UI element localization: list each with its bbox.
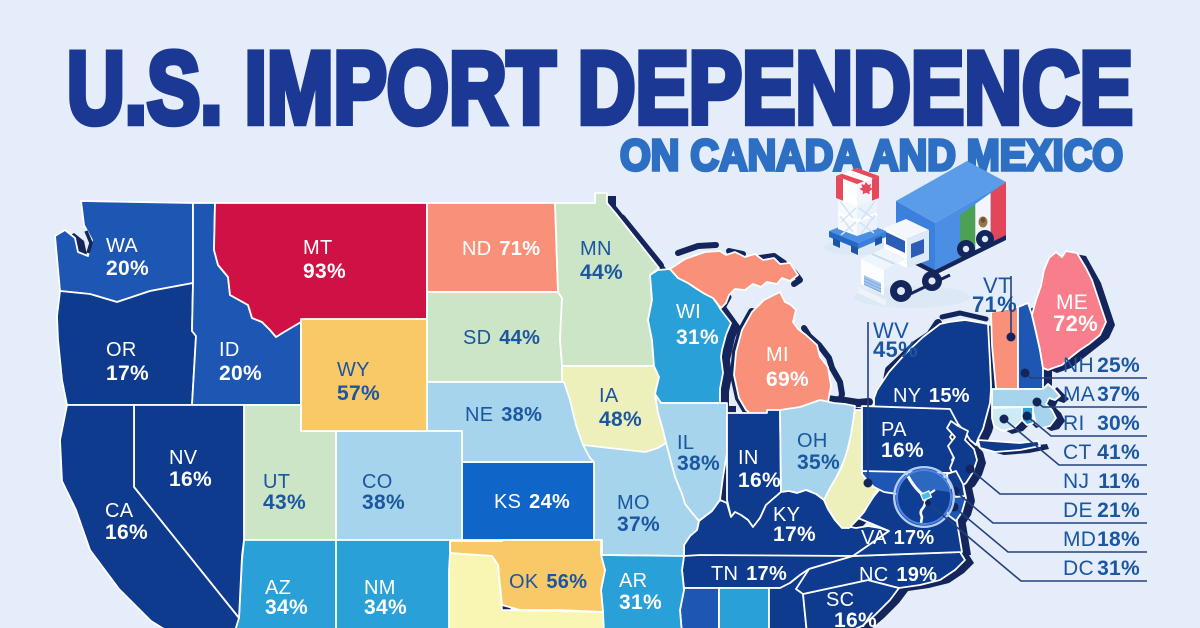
svg-text:ME: ME [1056, 291, 1088, 314]
svg-text:71%: 71% [972, 292, 1017, 317]
svg-text:SC: SC [826, 589, 854, 611]
svg-text:18%: 18% [1097, 528, 1140, 551]
svg-text:RI: RI [1063, 412, 1085, 435]
svg-text:34%: 34% [364, 596, 407, 619]
svg-text:57%: 57% [337, 382, 380, 405]
svg-text:AR: AR [619, 570, 647, 592]
svg-text:NE 38%: NE 38% [465, 404, 542, 426]
svg-text:IN: IN [738, 447, 759, 469]
svg-text:TN 17%: TN 17% [711, 563, 787, 585]
svg-text:69%: 69% [766, 368, 809, 391]
svg-text:NH: NH [1063, 354, 1094, 377]
svg-text:CO: CO [362, 471, 393, 493]
svg-text:21%: 21% [1097, 499, 1140, 522]
svg-text:SD 44%: SD 44% [463, 327, 540, 349]
svg-text:OK 56%: OK 56% [509, 571, 587, 593]
svg-text:34%: 34% [265, 596, 308, 619]
svg-text:ID: ID [219, 339, 240, 361]
svg-text:37%: 37% [1097, 383, 1140, 406]
svg-text:MA: MA [1063, 383, 1095, 406]
svg-text:NM: NM [364, 577, 396, 599]
svg-text:38%: 38% [362, 491, 405, 514]
svg-text:VT: VT [983, 273, 1012, 298]
svg-text:DE: DE [1063, 499, 1093, 522]
svg-text:MT: MT [303, 237, 332, 259]
svg-text:MN: MN [580, 238, 612, 260]
svg-text:20%: 20% [219, 362, 262, 385]
svg-text:11%: 11% [1098, 470, 1140, 493]
svg-text:DC: DC [1063, 557, 1094, 580]
svg-text:31%: 31% [619, 591, 662, 614]
svg-text:IL: IL [677, 432, 694, 454]
svg-text:37%: 37% [617, 513, 660, 536]
svg-text:31%: 31% [676, 326, 719, 349]
svg-text:NY 15%: NY 15% [893, 385, 970, 407]
svg-text:WA: WA [106, 235, 138, 257]
svg-text:41%: 41% [1097, 441, 1140, 464]
svg-text:PA: PA [881, 419, 907, 441]
svg-text:CT: CT [1063, 441, 1092, 464]
svg-text:KY: KY [773, 504, 800, 526]
svg-text:30%: 30% [1097, 412, 1140, 435]
svg-text:KS 24%: KS 24% [494, 491, 570, 513]
svg-text:17%: 17% [106, 362, 149, 385]
svg-text:25%: 25% [1097, 354, 1140, 377]
svg-text:93%: 93% [303, 260, 346, 283]
svg-text:35%: 35% [797, 451, 840, 474]
svg-text:WY: WY [337, 359, 370, 381]
svg-text:AZ: AZ [265, 577, 291, 599]
svg-text:NV: NV [169, 447, 198, 469]
svg-text:MI: MI [766, 344, 789, 366]
svg-text:WV: WV [873, 318, 909, 343]
svg-text:NC 19%: NC 19% [859, 564, 937, 586]
svg-text:OR: OR [106, 339, 137, 361]
svg-text:VA 17%: VA 17% [861, 527, 935, 549]
svg-text:31%: 31% [1097, 557, 1140, 580]
svg-text:IA: IA [599, 385, 619, 407]
svg-text:OH: OH [797, 430, 828, 452]
svg-text:U.S. IMPORT DEPENDENCE: U.S. IMPORT DEPENDENCE [67, 31, 1133, 145]
svg-text:NJ: NJ [1063, 470, 1089, 493]
svg-text:16%: 16% [169, 468, 212, 491]
svg-text:ND 71%: ND 71% [462, 238, 540, 260]
svg-text:MD: MD [1063, 528, 1096, 551]
svg-text:45%: 45% [873, 337, 918, 362]
svg-text:17%: 17% [773, 523, 816, 546]
svg-text:48%: 48% [599, 408, 642, 431]
svg-text:43%: 43% [263, 491, 306, 514]
svg-text:MO: MO [617, 492, 650, 514]
svg-text:16%: 16% [738, 469, 781, 492]
svg-text:72%: 72% [1053, 311, 1098, 336]
svg-text:ON CANADA AND MEXICO: ON CANADA AND MEXICO [620, 131, 1123, 180]
svg-text:38%: 38% [677, 452, 720, 475]
svg-text:UT: UT [263, 471, 290, 493]
svg-text:44%: 44% [580, 261, 623, 284]
svg-text:CA: CA [105, 500, 134, 522]
svg-text:16%: 16% [881, 439, 924, 462]
svg-text:16%: 16% [834, 609, 877, 628]
svg-text:WI: WI [676, 301, 701, 323]
svg-text:20%: 20% [106, 257, 149, 280]
svg-text:16%: 16% [105, 521, 148, 544]
